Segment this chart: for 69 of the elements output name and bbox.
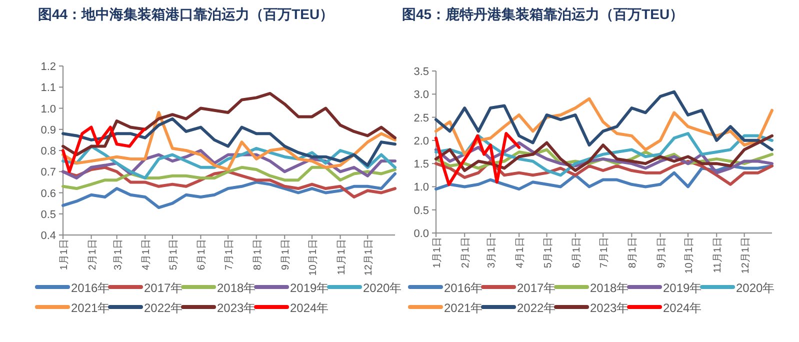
legend-label: 2024年 [290, 301, 329, 315]
legend-label: 2019年 [290, 281, 329, 295]
y-tick-label: 1.1 [40, 82, 56, 94]
legend-label: 2024年 [663, 301, 702, 315]
x-tick-label: 10月1日 [684, 237, 695, 274]
y-tick-label: 3.0 [414, 89, 429, 102]
legend-label: 2021年 [71, 301, 110, 315]
x-tick-label: 11月1日 [712, 237, 724, 273]
line-series [434, 132, 521, 186]
line-series [62, 172, 396, 210]
y-tick-label: 0.0 [414, 228, 429, 240]
y-tick-label: 0.6 [40, 188, 56, 200]
legend-label: 2017年 [517, 281, 556, 295]
legend-label: 2017年 [144, 281, 183, 295]
y-tick-label: 1.0 [40, 103, 56, 116]
x-tick-label: 11月1日 [336, 239, 348, 275]
x-tick-label: 8月1日 [252, 239, 264, 270]
y-tick-label: 0.7 [40, 166, 56, 179]
line-series [62, 117, 396, 167]
x-tick-label: 12月1日 [364, 239, 375, 276]
chart-title: 图44：地中海集装箱港口靠泊运力（百万TEU） [38, 6, 334, 22]
x-tick-label: 4月1日 [515, 237, 526, 268]
legend-label: 2020年 [736, 281, 775, 295]
y-tick-label: 1.0 [414, 182, 429, 194]
y-tick-label: 0.5 [414, 204, 429, 217]
y-tick-label: 0.8 [40, 146, 56, 158]
x-tick-label: 2月1日 [87, 239, 98, 270]
y-tick-label: 0.9 [40, 124, 56, 136]
x-tick-label: 3月1日 [112, 239, 124, 270]
line-series [62, 126, 146, 174]
x-tick-label: 5月1日 [168, 239, 180, 270]
x-tick-label: 9月1日 [280, 239, 292, 270]
x-tick-label: 7月1日 [599, 237, 610, 268]
line-series [62, 110, 396, 172]
legend-label: 2018年 [590, 281, 629, 295]
x-tick-label: 6月1日 [196, 239, 208, 270]
x-tick-label: 1月1日 [59, 239, 70, 270]
legend-label: 2019年 [663, 281, 702, 295]
x-tick-label: 1月1日 [432, 237, 443, 268]
y-tick-label: 2.0 [414, 135, 429, 148]
x-tick-label: 4月1日 [141, 239, 152, 270]
line-series [62, 92, 396, 156]
legend-label: 2020年 [363, 281, 402, 295]
legend-label: 2016年 [71, 281, 110, 295]
legend-label: 2021年 [444, 301, 483, 315]
legend-label: 2023年 [590, 301, 629, 315]
x-tick-label: 7月1日 [224, 239, 236, 270]
x-tick-label: 2月1日 [460, 237, 472, 268]
chart-title: 图45：鹿特丹港集装箱靠泊运力（百万TEU） [402, 6, 684, 22]
legend-label: 2022年 [517, 301, 556, 315]
line-series [434, 90, 774, 152]
legend-label: 2022年 [144, 301, 183, 315]
legend-label: 2018年 [217, 281, 256, 295]
y-tick-label: 3.5 [414, 66, 429, 78]
legend-label: 2023年 [217, 301, 256, 315]
x-tick-label: 12月1日 [740, 237, 752, 274]
y-tick-label: 1.2 [40, 61, 56, 73]
x-tick-label: 9月1日 [656, 237, 668, 268]
x-tick-label: 5月1日 [542, 237, 554, 268]
x-tick-label: 6月1日 [571, 237, 582, 268]
x-tick-label: 3月1日 [486, 237, 498, 268]
x-tick-label: 10月1日 [308, 239, 319, 276]
y-tick-label: 0.4 [40, 230, 56, 242]
legend-label: 2016年 [444, 281, 483, 295]
y-tick-label: 0.5 [40, 208, 56, 221]
x-tick-label: 8月1日 [628, 237, 639, 268]
y-tick-label: 1.5 [414, 158, 429, 171]
line-series [62, 166, 396, 190]
y-tick-label: 2.5 [414, 112, 429, 124]
